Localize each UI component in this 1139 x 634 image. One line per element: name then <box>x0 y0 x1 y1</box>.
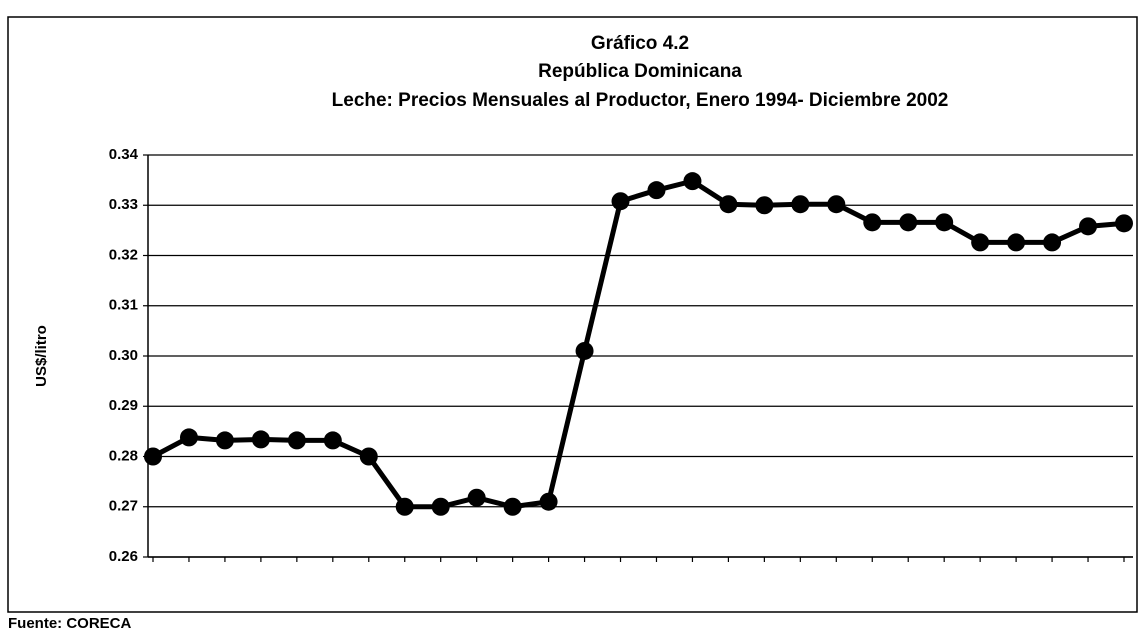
y-tick-label: 0.32 <box>109 246 138 263</box>
data-point <box>899 213 918 232</box>
data-point <box>503 497 522 516</box>
data-point <box>863 213 882 232</box>
data-point <box>323 431 342 450</box>
y-tick-label: 0.31 <box>109 297 138 314</box>
chart-border <box>7 16 1138 613</box>
data-point <box>144 447 162 466</box>
data-point <box>1079 217 1098 236</box>
data-point <box>431 497 450 516</box>
data-point <box>467 488 486 507</box>
y-tick-label: 0.34 <box>109 146 139 163</box>
y-axis-label: US$/litro <box>33 325 50 387</box>
chart-subtitle: Leche: Precios Mensuales al Productor, E… <box>332 90 949 111</box>
data-point <box>827 195 846 214</box>
chart-subtitle: República Dominicana <box>538 61 742 82</box>
source-note: Fuente: CORECA <box>8 615 132 632</box>
y-tick-label: 0.30 <box>109 347 138 364</box>
data-point <box>971 233 990 252</box>
data-point <box>179 428 198 447</box>
data-point <box>1007 233 1026 252</box>
data-point <box>755 196 774 215</box>
data-point <box>1115 214 1133 233</box>
data-point <box>683 172 702 191</box>
data-point <box>251 430 270 449</box>
y-tick-label: 0.28 <box>109 447 138 464</box>
y-tick-label: 0.27 <box>109 498 138 515</box>
data-point <box>575 341 594 360</box>
data-point <box>719 195 738 214</box>
data-point <box>215 431 234 450</box>
y-tick-label: 0.33 <box>109 196 138 213</box>
chart-title: Gráfico 4.2 <box>591 33 689 54</box>
series-line <box>151 178 1125 510</box>
data-point <box>287 431 306 450</box>
data-point <box>395 497 414 516</box>
data-point <box>1043 233 1062 252</box>
data-point <box>791 195 810 214</box>
data-point <box>611 192 630 211</box>
data-point <box>539 492 558 511</box>
y-tick-label: 0.26 <box>109 548 138 565</box>
y-tick-label: 0.29 <box>109 397 138 414</box>
data-point <box>647 181 666 200</box>
data-point <box>359 447 378 466</box>
data-point <box>935 213 954 232</box>
